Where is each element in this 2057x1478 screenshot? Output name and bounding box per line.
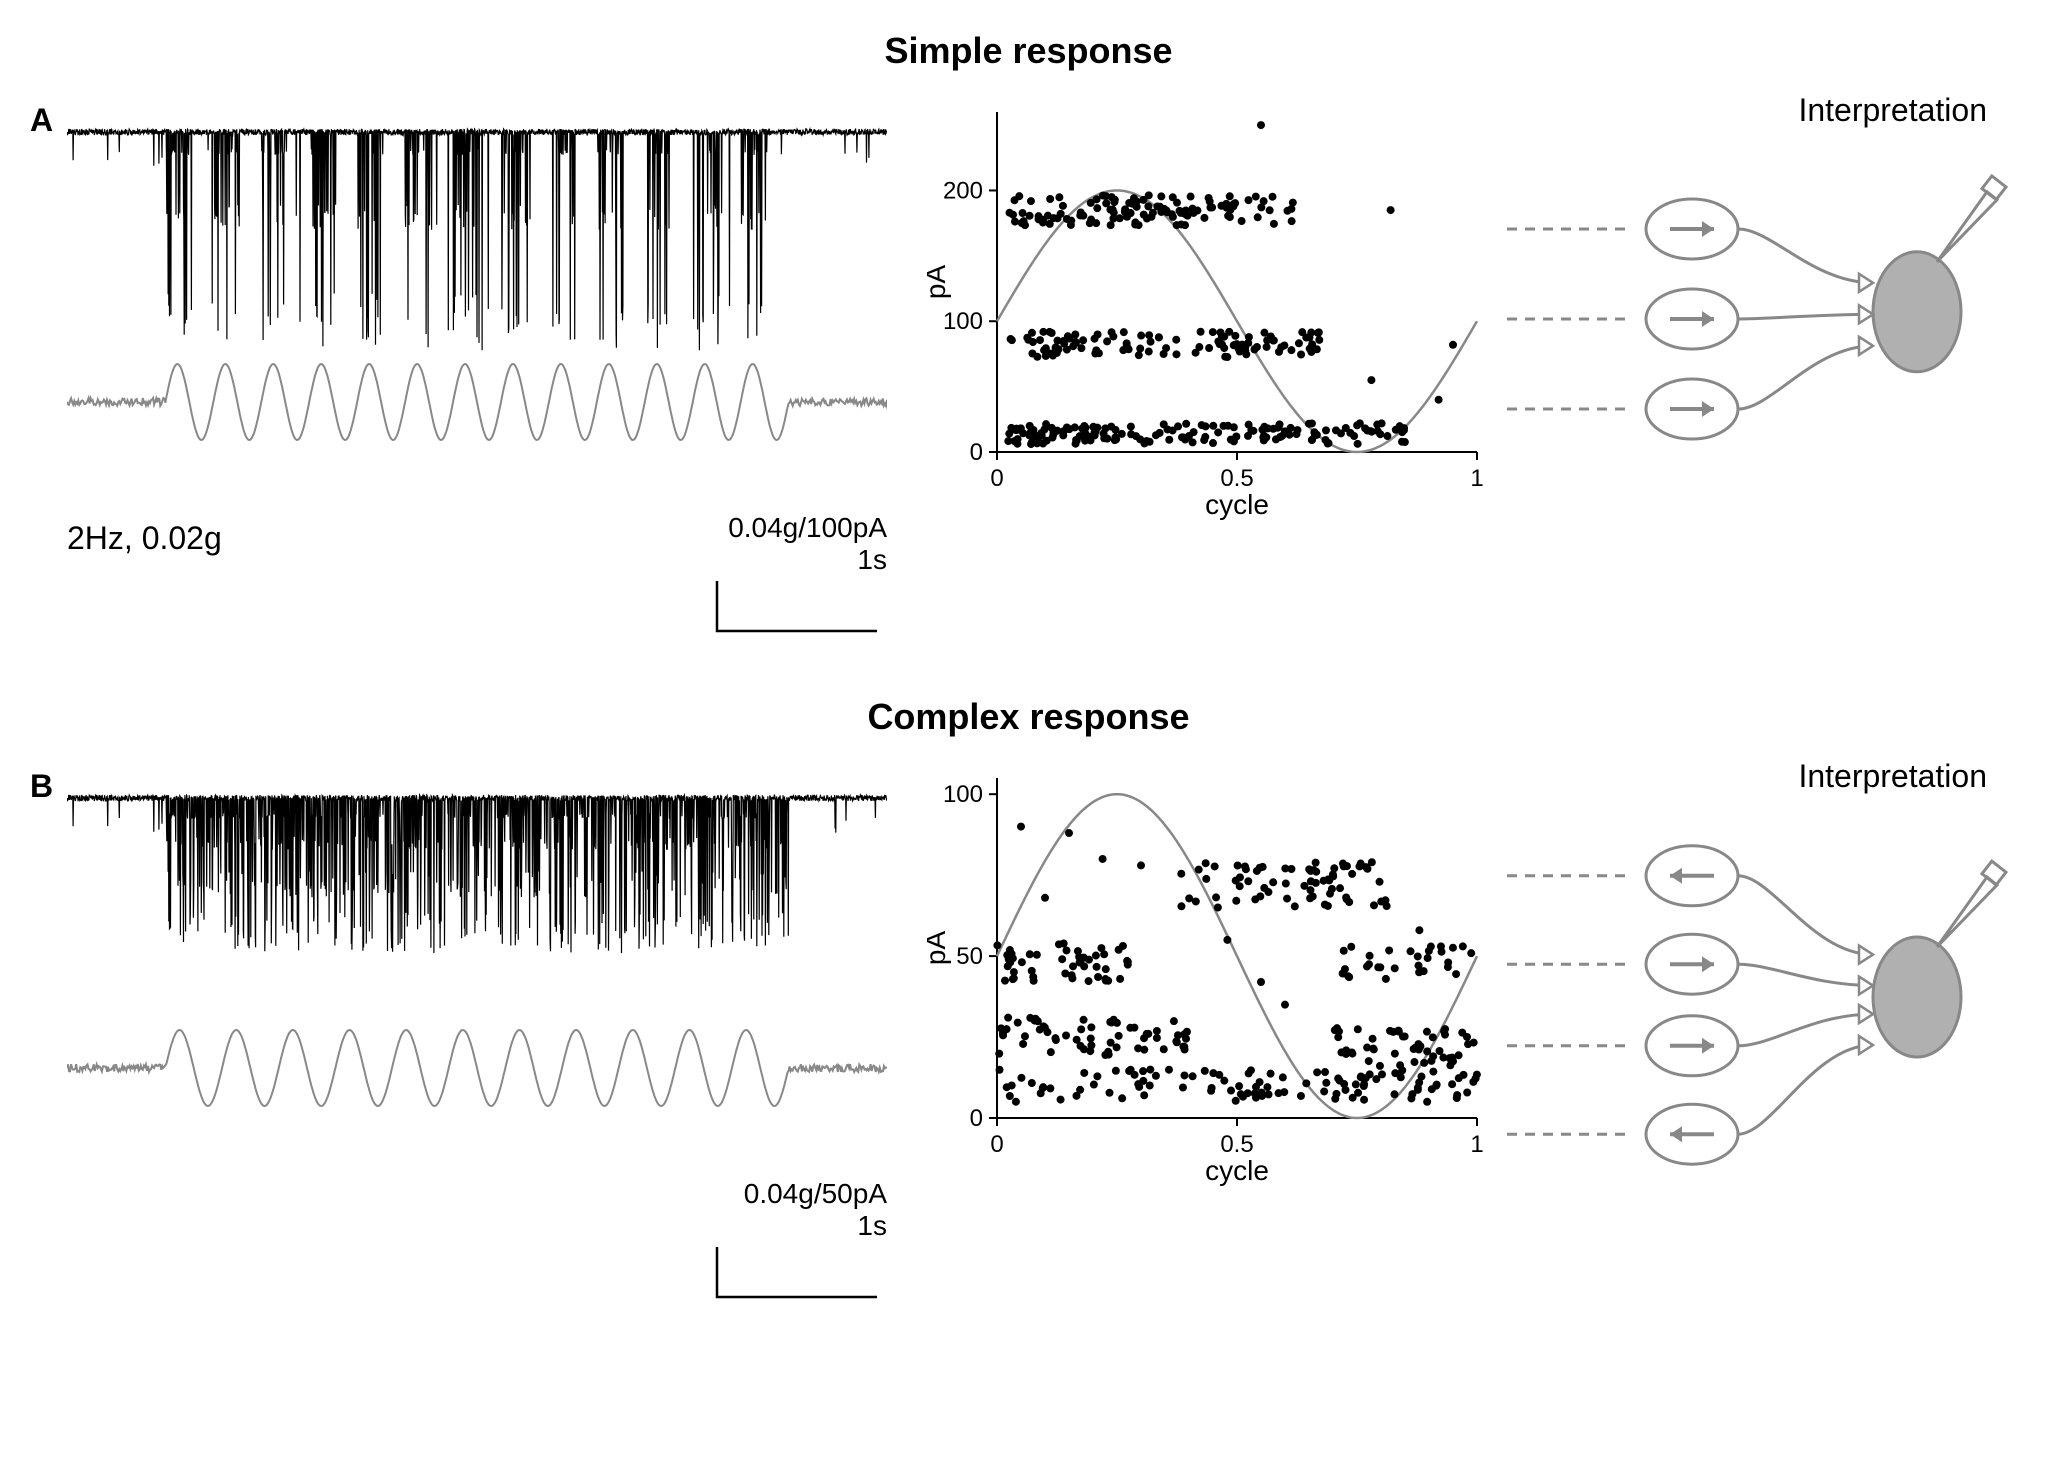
panel-b-interp-col: Interpretation [1507,758,2027,1302]
panel-a-label: A [30,92,67,636]
panel-b-title: Complex response [30,696,2027,738]
svg-text:100: 100 [943,781,983,808]
svg-text:pA: pA [927,265,951,300]
svg-text:0: 0 [990,465,1003,492]
panel-a-scale-y: 0.04g/100pA [707,512,887,544]
svg-text:100: 100 [943,308,983,335]
panel-b-scalebar [707,1242,887,1302]
svg-text:0: 0 [970,439,983,466]
panel-b-label: B [30,758,67,1302]
panel-a-scatter-svg: 0 100 200 0 0.5 1 pA cycle [927,92,1487,522]
svg-text:0: 0 [970,1105,983,1132]
panel-a-interp-svg [1507,139,2027,499]
svg-text:cycle: cycle [1205,1155,1269,1186]
svg-text:0.5: 0.5 [1220,1131,1253,1158]
panel-b-scale-y: 0.04g/50pA [707,1178,887,1210]
panel-a-title: Simple response [30,30,2027,72]
svg-text:0.5: 0.5 [1220,465,1253,492]
svg-text:50: 50 [956,943,983,970]
panel-a-trace-col: 2Hz, 0.02g 0.04g/100pA 1s [67,92,887,636]
svg-text:1: 1 [1470,465,1483,492]
svg-text:200: 200 [943,177,983,204]
panel-b-interp-svg [1507,805,2027,1205]
svg-text:1: 1 [1470,1131,1483,1158]
panel-b-scatter-col: 0 50 100 0 0.5 1 pA cycle [927,758,1487,1302]
panel-b-trace-col: 0.04g/50pA 1s [67,758,887,1302]
panel-a-stim-label: 2Hz, 0.02g [67,520,222,557]
panel-a: A 2Hz, 0.02g 0.04g/100pA 1s 0 100 200 0 0.5 1… [30,92,2027,636]
panel-b: B 0.04g/50pA 1s 0 50 100 0 0.5 1 pA cycle Inter… [30,758,2027,1302]
panel-a-scale-x: 1s [707,544,887,576]
panel-b-scale-x: 1s [707,1210,887,1242]
svg-text:cycle: cycle [1205,489,1269,520]
panel-b-interp-title: Interpretation [1507,758,2027,795]
panel-a-scatter-col: 0 100 200 0 0.5 1 pA cycle [927,92,1487,636]
panel-b-scatter-svg: 0 50 100 0 0.5 1 pA cycle [927,758,1487,1188]
panel-a-interp-col: Interpretation [1507,92,2027,636]
svg-text:pA: pA [927,931,951,966]
svg-text:0: 0 [990,1131,1003,1158]
panel-b-trace-svg [67,758,887,1178]
panel-a-scalebar [707,576,887,636]
panel-a-interp-title: Interpretation [1507,92,2027,129]
panel-a-trace-svg [67,92,887,512]
